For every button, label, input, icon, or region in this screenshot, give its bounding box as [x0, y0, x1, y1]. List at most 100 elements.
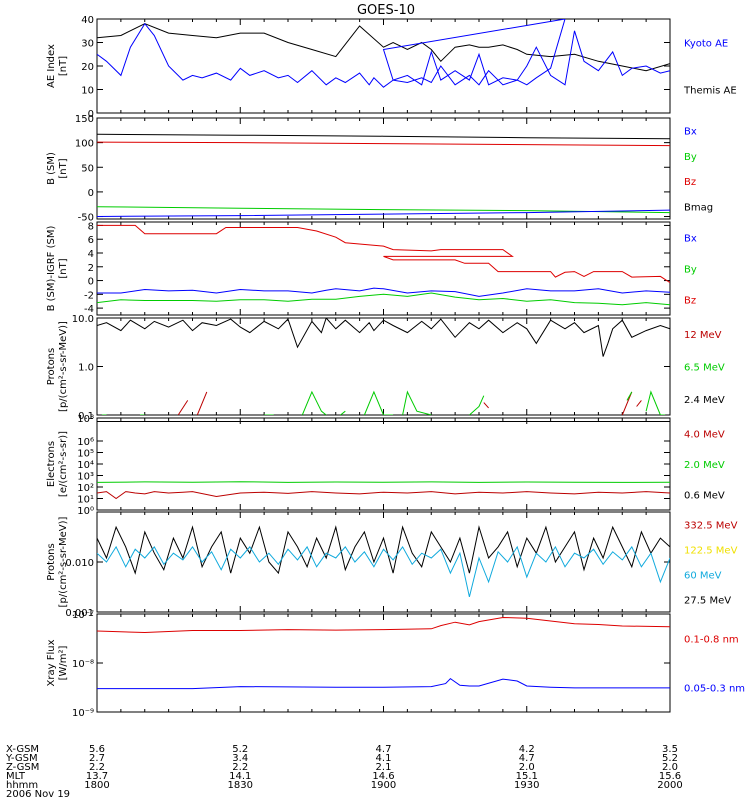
- y-tick-label: 0.1: [78, 411, 94, 422]
- panel-6-ylabel: Protons: [46, 543, 57, 580]
- y-tick-label: -2: [84, 290, 94, 301]
- x-row-value: 4.1: [376, 753, 392, 764]
- x-row-value: 2.2: [89, 762, 105, 773]
- series-12-mev-line: [621, 391, 633, 415]
- series-4-0-mev-line: [97, 491, 670, 500]
- figure-title: GOES-10: [357, 3, 415, 18]
- series-themis-ae-line: [97, 23, 670, 72]
- y-tick-label: 1.0: [78, 363, 94, 374]
- legend-entry: Bz: [684, 296, 696, 307]
- series-bx-line: [97, 209, 670, 217]
- y-tick-label: -4: [84, 304, 94, 315]
- legend-entry: Bx: [684, 234, 697, 245]
- series-6-5-mev-line: [340, 410, 346, 415]
- y-tick-label: 10⁻⁹: [72, 708, 94, 719]
- x-row-value: 5.6: [89, 744, 105, 755]
- panel-5-frame: [96, 417, 671, 511]
- x-row-value: 15.1: [516, 771, 538, 782]
- series-bmag-line: [97, 133, 670, 140]
- series-12-mev-line: [636, 400, 642, 407]
- x-row-label: X-GSM: [6, 744, 39, 755]
- y-tick-label: 100: [75, 139, 94, 150]
- y-tick-label: 40: [81, 15, 94, 26]
- series-27-5-mev-line: [97, 525, 670, 575]
- y-tick-label: 10: [81, 86, 94, 97]
- panel-5-ylabel: [e/(cm²-s-sr)]: [58, 431, 69, 497]
- y-tick-label: 10.0: [72, 314, 94, 325]
- legend-entry: 60 MeV: [684, 571, 722, 582]
- y-tick-label: 6: [88, 235, 94, 246]
- series-2-4-mev-line: [97, 318, 670, 357]
- series-6-5-mev-line: [363, 390, 394, 415]
- y-tick-label: 0.001: [65, 608, 94, 619]
- x-row-value: 15.6: [659, 771, 681, 782]
- panel-1-frame: [96, 18, 671, 114]
- series-6-5-mev-line: [301, 390, 327, 415]
- panel-4-ylabel: [p/(cm²-s-sr-MeV)]: [58, 321, 69, 412]
- y-tick-label: 2: [88, 263, 94, 274]
- legend-entry: 0.1-0.8 nm: [684, 635, 739, 646]
- x-row-value: 14.6: [372, 771, 394, 782]
- x-row-label: hhmm: [6, 780, 38, 791]
- series-12-mev-line: [177, 400, 189, 415]
- series-6-5-mev-line: [626, 391, 633, 401]
- legend-entry: 122.5 MeV: [684, 546, 738, 557]
- panel-2-frame: [96, 117, 671, 220]
- legend-entry: Bz: [684, 177, 696, 188]
- y-tick-label: 0: [88, 109, 94, 120]
- x-row-value: 2.2: [232, 762, 248, 773]
- y-tick-label: 20: [81, 62, 94, 73]
- legend-entry: 6.5 MeV: [684, 363, 725, 374]
- y-tick-label: 0: [88, 188, 94, 199]
- x-row-value: 3.5: [662, 744, 678, 755]
- series-6-5-mev-line: [402, 390, 432, 415]
- series-12-mev-line: [196, 391, 208, 415]
- x-row-value: 2.7: [89, 753, 105, 764]
- panel-7-ylabel: [W/m²]: [58, 645, 69, 680]
- panel-2-ylabel: B (SM): [46, 152, 57, 185]
- legend-entry: 0.6 MeV: [684, 491, 725, 502]
- series-bz-line: [97, 141, 670, 147]
- legend-entry: 27.5 MeV: [684, 596, 731, 607]
- legend-entry: Kyoto AE: [684, 39, 728, 50]
- y-tick-label: -50: [78, 213, 94, 224]
- x-row-value: 1900: [371, 780, 396, 791]
- y-tick-label: 30: [81, 39, 94, 50]
- x-row-value: 3.4: [232, 753, 248, 764]
- series-6-5-mev-line: [469, 395, 485, 415]
- y-tick-label: 10⁻⁷: [72, 610, 94, 621]
- y-tick-label: 10¹: [77, 495, 94, 506]
- panel-5-ylabel: Electrons: [46, 441, 57, 487]
- series-60-mev-line: [97, 545, 670, 598]
- y-tick-label: 10⁵: [77, 449, 94, 460]
- x-row-value: 13.7: [86, 771, 108, 782]
- series-by-line: [97, 292, 670, 306]
- y-tick-label: 8: [88, 221, 94, 232]
- legend-entry: 12 MeV: [684, 330, 722, 341]
- panel-6-ylabel: [p/(cm²-s-sr-MeV)]: [58, 516, 69, 607]
- legend-entry: 0.05-0.3 nm: [684, 684, 745, 695]
- series-bx-line: [97, 287, 670, 297]
- y-tick-label: 10⁶: [77, 437, 94, 448]
- x-row-value: 2.1: [376, 762, 392, 773]
- y-tick-label: 4: [88, 249, 94, 260]
- x-row-value: 1930: [514, 780, 539, 791]
- panel-1-ylabel: [nT]: [58, 56, 69, 76]
- legend-entry: By: [684, 265, 697, 276]
- panel-3-frame: [96, 221, 671, 316]
- legend-entry: 332.5 MeV: [684, 521, 738, 532]
- y-tick-label: 10⁸: [77, 414, 94, 425]
- series-2-0-mev-line: [97, 481, 670, 483]
- x-row-label: Z-GSM: [6, 762, 39, 773]
- panel-6-frame: [96, 511, 671, 613]
- x-row-value: 1800: [84, 780, 109, 791]
- x-row-value: 5.2: [232, 744, 248, 755]
- x-row-value: 4.7: [376, 744, 392, 755]
- x-row-value: 2.0: [662, 762, 678, 773]
- x-row-value: 2.0: [519, 762, 535, 773]
- y-tick-label: 0: [88, 277, 94, 288]
- x-row-value: 14.1: [229, 771, 251, 782]
- series-6-5-mev-line: [645, 390, 666, 415]
- legend-entry: Themis AE: [683, 86, 737, 97]
- y-tick-label: 50: [81, 163, 94, 174]
